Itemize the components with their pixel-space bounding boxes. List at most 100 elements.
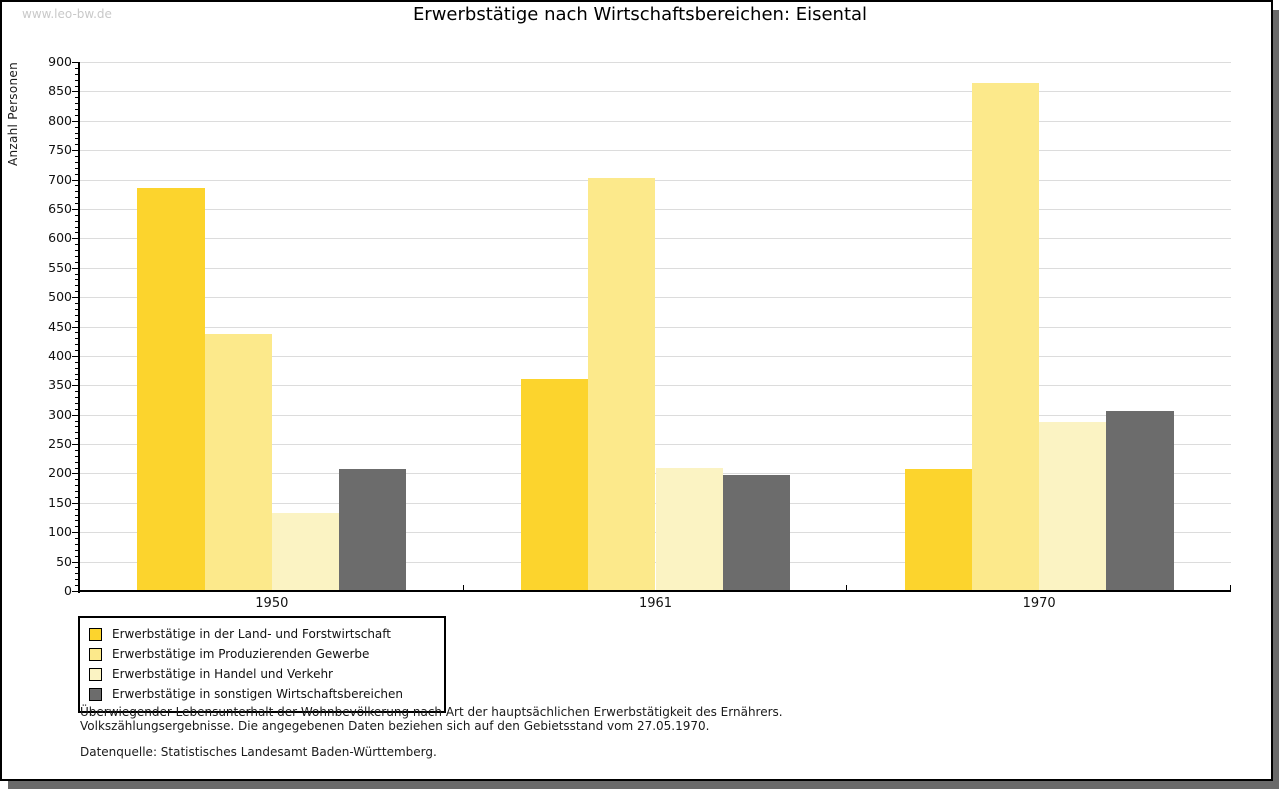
y-tick-label: 50 <box>56 553 72 569</box>
legend-item: Erwerbstätige in sonstigen Wirtschaftsbe… <box>89 684 432 704</box>
y-minor-tick <box>75 138 79 140</box>
legend-label: Erwerbstätige in der Land- und Forstwirt… <box>112 627 391 641</box>
bar-1950-series3 <box>339 469 407 591</box>
gridline <box>80 326 1231 328</box>
legend-item: Erwerbstätige im Produzierenden Gewerbe <box>89 644 432 664</box>
y-tick-label: 350 <box>48 377 72 393</box>
y-tick-label: 300 <box>48 406 72 422</box>
gridline <box>80 62 1231 63</box>
y-minor-tick <box>75 79 79 81</box>
bar-1970-series1 <box>971 82 1040 591</box>
y-tick-label: 550 <box>48 259 72 275</box>
y-minor-tick <box>75 273 79 275</box>
y-tick-label: 900 <box>48 54 72 69</box>
y-minor-tick <box>75 191 79 193</box>
y-minor-tick <box>75 573 79 575</box>
legend-item: Erwerbstätige in der Land- und Forstwirt… <box>89 624 432 644</box>
y-tick-label: 200 <box>48 465 72 481</box>
legend: Erwerbstätige in der Land- und Forstwirt… <box>78 616 446 713</box>
y-minor-tick <box>75 161 79 163</box>
gridline <box>80 179 1231 181</box>
y-major-tick <box>72 179 79 181</box>
y-minor-tick <box>75 132 79 134</box>
gridline <box>80 208 1231 210</box>
gridline <box>80 414 1231 416</box>
legend-swatch-sonstige-bereiche <box>89 687 102 701</box>
y-minor-tick <box>75 291 79 293</box>
y-minor-tick <box>75 491 79 493</box>
y-minor-tick <box>75 579 79 581</box>
y-axis-line <box>78 62 80 593</box>
y-tick-label: 850 <box>48 83 72 99</box>
legend-swatch-handel-verkehr <box>89 667 102 681</box>
y-minor-tick <box>75 73 79 75</box>
y-minor-tick <box>75 461 79 463</box>
footer-note-line2: Volkszählungsergebnisse. Die angegebenen… <box>80 719 710 733</box>
x-axis-line <box>78 590 1231 592</box>
y-minor-tick <box>75 103 79 105</box>
x-boundary-tick <box>846 585 848 591</box>
gridline <box>80 91 1231 93</box>
bar-1961-series0 <box>521 379 589 591</box>
y-minor-tick <box>75 214 79 216</box>
footer-note-line1: Überwiegender Lebensunterhalt der Wohnbe… <box>80 705 783 719</box>
y-minor-tick <box>75 567 79 569</box>
y-minor-tick <box>75 449 79 451</box>
y-tick-label: 700 <box>48 171 72 187</box>
y-major-tick <box>72 385 79 387</box>
y-minor-tick <box>75 432 79 434</box>
legend-item: Erwerbstätige in Handel und Verkehr <box>89 664 432 684</box>
y-minor-tick <box>75 479 79 481</box>
y-tick-label: 750 <box>48 142 72 158</box>
y-minor-tick <box>75 279 79 281</box>
y-minor-tick <box>75 555 79 557</box>
y-tick-label: 0 <box>64 583 72 598</box>
y-minor-tick <box>75 173 79 175</box>
y-minor-tick <box>75 520 79 522</box>
y-minor-tick <box>75 543 79 545</box>
y-minor-tick <box>75 485 79 487</box>
y-minor-tick <box>75 67 79 69</box>
y-minor-tick <box>75 508 79 510</box>
y-major-tick <box>72 150 79 152</box>
y-minor-tick <box>75 144 79 146</box>
y-tick-label: 800 <box>48 112 72 128</box>
y-minor-tick <box>75 373 79 375</box>
y-minor-tick <box>75 496 79 498</box>
y-minor-tick <box>75 226 79 228</box>
bar-1961-series3 <box>722 475 790 591</box>
footer-source: Datenquelle: Statistisches Landesamt Bad… <box>80 745 437 759</box>
bar-1961-series1 <box>588 177 656 591</box>
y-minor-tick <box>75 538 79 540</box>
y-minor-tick <box>75 420 79 422</box>
y-minor-tick <box>75 250 79 252</box>
y-minor-tick <box>75 126 79 128</box>
x-category-label: 1970 <box>1022 596 1056 611</box>
y-minor-tick <box>75 391 79 393</box>
y-major-tick <box>72 414 79 416</box>
gridline <box>80 267 1231 269</box>
chart-title: Erwerbstätige nach Wirtschaftsbereichen:… <box>412 4 868 25</box>
y-minor-tick <box>75 314 79 316</box>
y-tick-label: 650 <box>48 200 72 216</box>
bar-1961-series2 <box>655 467 723 591</box>
y-minor-tick <box>75 549 79 551</box>
y-major-tick <box>72 355 79 357</box>
y-minor-tick <box>75 285 79 287</box>
y-tick-label: 500 <box>48 289 72 305</box>
y-minor-tick <box>75 367 79 369</box>
gridline <box>80 385 1231 387</box>
y-minor-tick <box>75 232 79 234</box>
y-minor-tick <box>75 344 79 346</box>
bar-1950-series0 <box>137 188 205 591</box>
gridline <box>80 355 1231 357</box>
y-major-tick <box>72 591 79 592</box>
y-tick-label: 150 <box>48 494 72 510</box>
y-minor-tick <box>75 185 79 187</box>
bar-1970-series0 <box>904 469 972 591</box>
bar-1950-series1 <box>204 334 272 591</box>
gridline <box>80 238 1231 240</box>
x-category-label: 1961 <box>638 596 673 611</box>
y-major-tick <box>72 532 79 534</box>
y-minor-tick <box>75 526 79 528</box>
